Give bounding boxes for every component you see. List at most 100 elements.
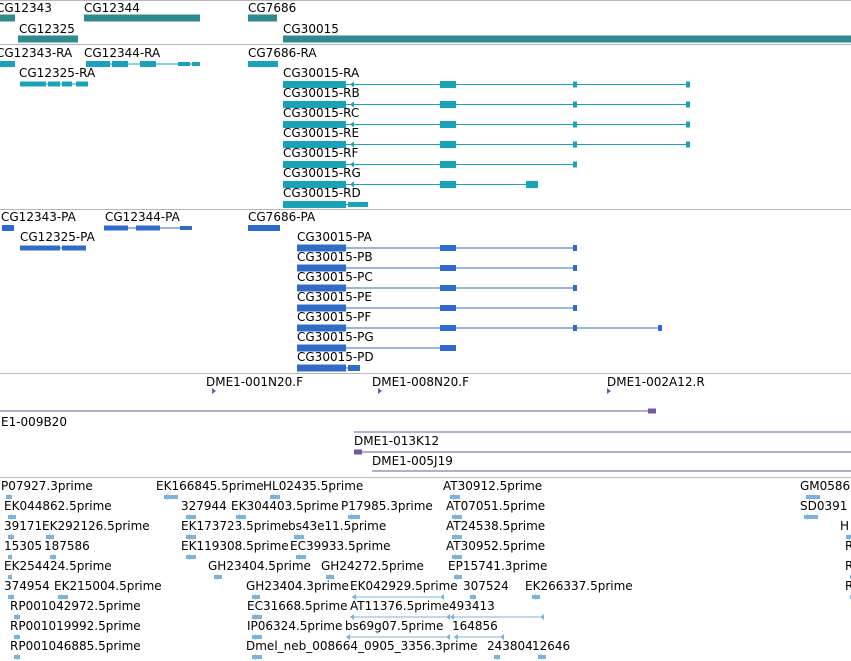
est-glyph[interactable] bbox=[186, 554, 190, 560]
transcript-glyph-exon[interactable] bbox=[440, 161, 456, 168]
est-label[interactable]: 493413 bbox=[449, 599, 495, 613]
est-label[interactable]: AT07051.5prime bbox=[446, 499, 546, 513]
est-glyph[interactable] bbox=[346, 634, 350, 640]
est-glyph[interactable] bbox=[186, 515, 196, 519]
transcript-glyph-exon[interactable] bbox=[686, 101, 690, 108]
est-glyph[interactable] bbox=[532, 594, 536, 600]
protein-glyph-exon[interactable] bbox=[297, 344, 346, 352]
transcript-glyph-exon[interactable] bbox=[573, 101, 577, 108]
est-label[interactable]: GH24272.5prime bbox=[321, 559, 424, 573]
protein-label[interactable]: CG12343-PA bbox=[1, 210, 76, 224]
transcript-glyph-exon[interactable] bbox=[140, 61, 156, 67]
est-label[interactable]: 187586 bbox=[44, 539, 90, 553]
est-glyph[interactable] bbox=[440, 594, 444, 600]
est-glyph[interactable] bbox=[252, 634, 256, 640]
est-label[interactable]: RP001019992.5prime bbox=[10, 619, 141, 633]
est-glyph[interactable] bbox=[452, 535, 462, 539]
transcript-glyph-exon[interactable] bbox=[283, 201, 346, 208]
transcript-glyph-exon[interactable] bbox=[686, 81, 690, 88]
transcript-glyph-exon[interactable] bbox=[86, 61, 110, 67]
est-label[interactable]: SD0391 bbox=[800, 499, 848, 513]
clone-label[interactable]: DME1-001N20.F bbox=[206, 375, 304, 389]
transcript-label[interactable]: CG12343-RA bbox=[0, 46, 73, 60]
protein-glyph-exon[interactable] bbox=[20, 245, 60, 251]
est-label[interactable]: HL02435.5prime bbox=[263, 479, 364, 493]
transcript-label[interactable]: CG30015-RA bbox=[283, 66, 360, 80]
clone-label[interactable]: DME1-008N20.F bbox=[372, 375, 470, 389]
transcript-glyph-exon[interactable] bbox=[686, 141, 690, 148]
est-glyph[interactable] bbox=[804, 515, 818, 519]
strand-arrow[interactable] bbox=[350, 81, 354, 88]
transcript-label[interactable]: CG30015-RG bbox=[283, 166, 361, 180]
est-label[interactable]: EK254424.5prime bbox=[4, 559, 112, 573]
protein-glyph-exon[interactable] bbox=[573, 285, 577, 291]
est-label[interactable]: RP001042972.5prime bbox=[10, 599, 141, 613]
est-glyph[interactable] bbox=[186, 555, 196, 559]
est-label[interactable]: EK166845.5prime bbox=[156, 479, 264, 493]
protein-label[interactable]: CG12344-PA bbox=[105, 210, 180, 224]
est-label[interactable]: bs69g07.5prime bbox=[345, 619, 444, 633]
est-glyph[interactable] bbox=[8, 514, 12, 520]
clone-label[interactable]: DME1-005J19 bbox=[372, 454, 453, 468]
protein-glyph[interactable] bbox=[2, 225, 14, 231]
est-glyph[interactable] bbox=[214, 574, 218, 580]
est-label[interactable]: AT30912.5prime bbox=[443, 479, 543, 493]
clone-glyph[interactable] bbox=[354, 449, 362, 455]
transcript-glyph-exon[interactable] bbox=[112, 61, 128, 67]
transcript-glyph-exon[interactable] bbox=[76, 81, 88, 87]
transcript-glyph-exon[interactable] bbox=[283, 81, 346, 88]
transcript-glyph[interactable] bbox=[0, 61, 15, 67]
est-glyph[interactable] bbox=[252, 615, 262, 619]
protein-glyph-exon[interactable] bbox=[348, 365, 360, 371]
est-glyph[interactable] bbox=[164, 495, 178, 499]
est-label[interactable]: R bbox=[845, 539, 851, 553]
transcript-glyph[interactable] bbox=[248, 61, 278, 67]
est-glyph[interactable] bbox=[296, 555, 306, 559]
est-glyph[interactable] bbox=[14, 614, 18, 620]
clone-label[interactable]: DME1-002A12.R bbox=[607, 375, 705, 389]
gene-glyph[interactable] bbox=[18, 35, 78, 43]
est-glyph[interactable] bbox=[348, 515, 360, 519]
est-label[interactable]: AT30952.5prime bbox=[446, 539, 546, 553]
est-label[interactable]: EK044862.5prime bbox=[4, 499, 112, 513]
est-glyph[interactable] bbox=[500, 634, 504, 640]
est-glyph[interactable] bbox=[494, 654, 498, 660]
est-glyph[interactable] bbox=[350, 614, 354, 620]
protein-glyph-exon[interactable] bbox=[180, 226, 192, 230]
protein-glyph-exon[interactable] bbox=[573, 265, 577, 271]
est-glyph[interactable] bbox=[294, 535, 304, 539]
gene-label[interactable]: CG7686 bbox=[248, 1, 297, 15]
est-glyph[interactable] bbox=[46, 534, 50, 540]
strand-arrow[interactable] bbox=[350, 101, 354, 108]
est-label[interactable]: EC31668.5prime bbox=[247, 599, 348, 613]
strand-arrow[interactable] bbox=[350, 181, 354, 188]
est-label[interactable]: EK215004.5prime bbox=[54, 579, 162, 593]
est-glyph[interactable] bbox=[454, 574, 458, 580]
est-glyph[interactable] bbox=[14, 654, 18, 660]
transcript-glyph-exon[interactable] bbox=[440, 101, 456, 108]
est-glyph[interactable] bbox=[470, 594, 474, 600]
est-glyph[interactable] bbox=[446, 614, 450, 620]
protein-glyph-exon[interactable] bbox=[297, 324, 346, 332]
est-glyph[interactable] bbox=[452, 555, 462, 559]
transcript-glyph-exon[interactable] bbox=[178, 62, 190, 66]
clone-glyph[interactable] bbox=[212, 388, 216, 394]
est-label[interactable]: EP15741.3prime bbox=[448, 559, 548, 573]
gene-glyph[interactable] bbox=[84, 14, 200, 22]
est-label[interactable]: AT24538.5prime bbox=[446, 519, 546, 533]
transcript-label[interactable]: CG30015-RD bbox=[283, 186, 361, 200]
protein-glyph-exon[interactable] bbox=[573, 325, 577, 331]
clone-label[interactable]: E1-009B20 bbox=[1, 415, 67, 429]
protein-label[interactable]: CG7686-PA bbox=[248, 210, 316, 224]
est-label[interactable]: 15305 bbox=[4, 539, 43, 553]
clone-glyph[interactable] bbox=[378, 388, 382, 394]
est-label[interactable]: Dmel_neb_008664_0905_3356.3prime bbox=[246, 639, 478, 653]
est-glyph[interactable] bbox=[326, 574, 330, 580]
gene-label[interactable]: CG12325 bbox=[19, 22, 75, 36]
est-label[interactable]: 39171 bbox=[4, 519, 43, 533]
transcript-glyph-exon[interactable] bbox=[283, 101, 346, 108]
est-label[interactable]: P07927.3prime bbox=[1, 479, 93, 493]
protein-glyph-exon[interactable] bbox=[297, 264, 346, 272]
protein-label[interactable]: CG30015-PB bbox=[297, 250, 373, 264]
